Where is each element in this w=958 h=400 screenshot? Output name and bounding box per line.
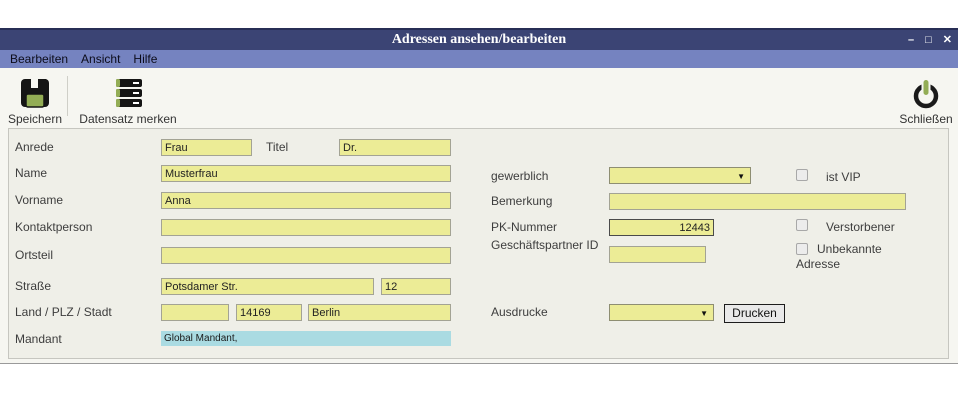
window-title: Adressen ansehen/bearbeiten [391,32,567,47]
ausdrucke-label: Ausdrucke [491,305,548,319]
menu-ansicht[interactable]: Ansicht [81,52,121,66]
menu-bearbeiten[interactable]: Bearbeiten [10,52,69,66]
unbekannte-adresse-checkbox[interactable] [796,243,808,255]
server-stack-icon [108,74,148,110]
remember-record-label: Datensatz merken [79,112,177,126]
name-label: Name [15,166,48,180]
gewerblich-dropdown[interactable]: ▼ [609,167,751,184]
menu-hilfe[interactable]: Hilfe [133,52,158,66]
vorname-input[interactable] [161,192,451,209]
name-input[interactable] [161,165,451,182]
stadt-input[interactable] [308,304,451,321]
land-plz-stadt-label: Land / PLZ / Stadt [15,305,112,319]
strasse-input[interactable] [161,278,374,295]
gewerblich-label: gewerblich [491,169,549,183]
toolbar-separator [67,76,68,116]
geschaeftspartner-id-label: Geschäftspartner ID [491,238,599,252]
remember-record-button[interactable]: Datensatz merken [77,74,179,126]
mandant-value: Global Mandant, [161,331,451,346]
ausdrucke-dropdown[interactable]: ▼ [609,304,714,321]
kontaktperson-label: Kontaktperson [15,220,93,234]
unbekannte-adresse-group: Unbekannte Adresse [796,242,904,272]
unbekannte-adresse-label: Unbekannte Adresse [796,242,882,271]
verstorbener-label: Verstorbener [826,220,895,234]
power-icon [909,74,943,110]
land-input[interactable] [161,304,229,321]
title-bar: Adressen ansehen/bearbeiten – □ ✕ [0,28,958,50]
plz-input[interactable] [236,304,302,321]
ortsteil-input[interactable] [161,247,451,264]
strasse-label: Straße [15,279,52,293]
maximize-button[interactable]: □ [925,34,932,46]
hausnummer-input[interactable] [381,278,451,295]
save-label: Speichern [7,112,63,126]
geschaeftspartner-id-input[interactable] [609,246,706,263]
vorname-label: Vorname [15,193,64,207]
verstorbener-checkbox[interactable] [796,219,808,231]
drucken-button[interactable]: Drucken [724,304,785,323]
titel-input[interactable] [339,139,451,156]
kontaktperson-input[interactable] [161,219,451,236]
chevron-down-icon: ▼ [737,172,745,181]
save-button[interactable]: Speichern [6,74,64,126]
titel-label: Titel [266,140,289,154]
address-form-panel: Anrede Titel Name Vorname Kontaktperson … [8,128,949,359]
bemerkung-input[interactable] [609,193,906,210]
close-window-button[interactable]: Schließen [898,74,954,126]
close-window-label: Schließen [899,112,953,126]
floppy-disk-icon [18,74,52,110]
pk-nummer-label: PK-Nummer [491,220,558,234]
anrede-label: Anrede [15,140,54,154]
pk-nummer-input[interactable] [609,219,714,236]
ist-vip-checkbox[interactable] [796,169,808,181]
chevron-down-icon: ▼ [700,309,708,318]
mandant-label: Mandant [15,332,62,346]
anrede-input[interactable] [161,139,252,156]
menu-bar: Bearbeiten Ansicht Hilfe [0,50,958,68]
ortsteil-label: Ortsteil [15,248,54,262]
ist-vip-label: ist VIP [826,170,861,184]
close-button[interactable]: ✕ [942,34,952,46]
bemerkung-label: Bemerkung [491,194,553,208]
toolbar: Speichern [0,68,958,126]
address-edit-window: Adressen ansehen/bearbeiten – □ ✕ Bearbe… [0,28,958,364]
minimize-button[interactable]: – [908,34,915,46]
